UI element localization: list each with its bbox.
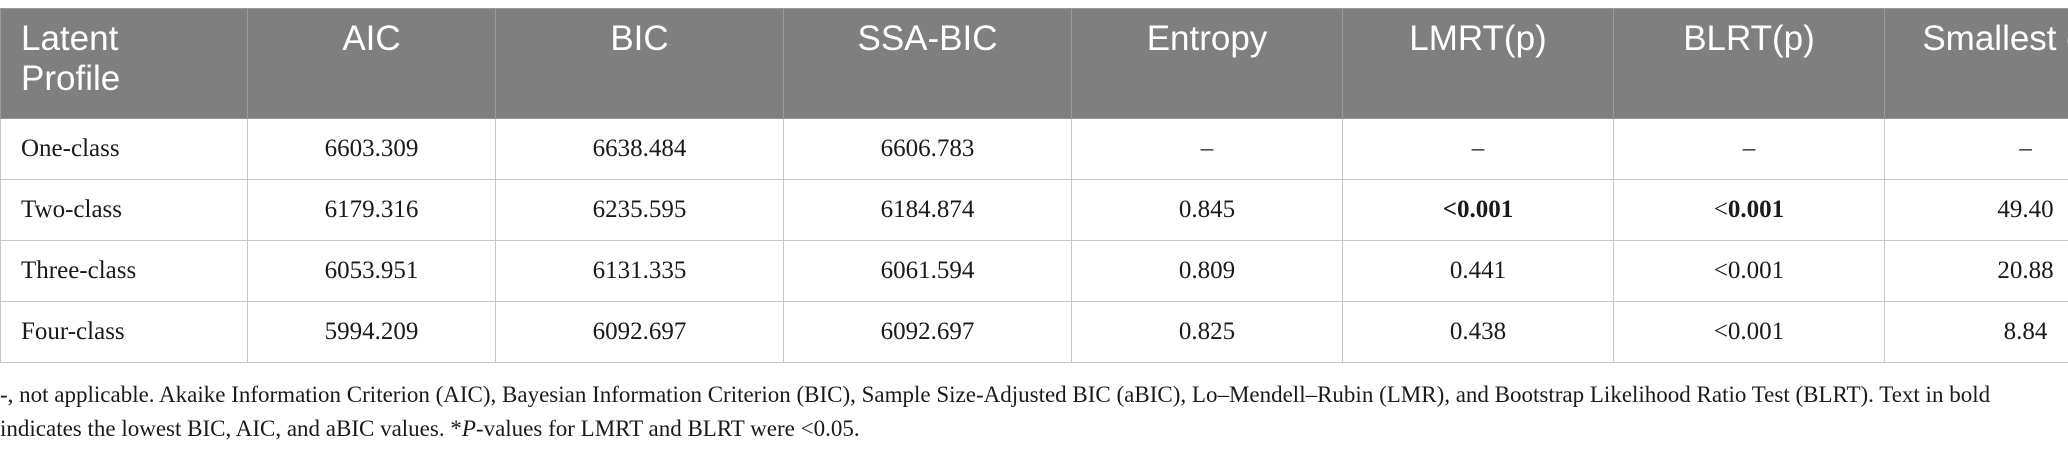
cell-blrt: <0.001	[1613, 179, 1885, 241]
cell-ssa-bic: 6184.874	[783, 179, 1072, 241]
cell-aic: 6603.309	[247, 118, 496, 180]
header-bic: BIC	[495, 8, 784, 119]
cell-blrt: –	[1613, 118, 1885, 180]
header-blrt: BLRT(p)	[1613, 8, 1885, 119]
table-row: One-class 6603.309 6638.484 6606.783 – –…	[0, 118, 2068, 180]
cell-entropy: 0.845	[1071, 179, 1343, 241]
table-body: One-class 6603.309 6638.484 6606.783 – –…	[0, 118, 2068, 363]
row-label: Three-class	[0, 240, 248, 302]
cell-lmrt: 0.441	[1342, 240, 1614, 302]
header-ssa-bic: SSA-BIC	[783, 8, 1072, 119]
cell-lmrt: <0.001	[1342, 179, 1614, 241]
cell-lmrt: –	[1342, 118, 1614, 180]
cell-lmrt: 0.438	[1342, 301, 1614, 363]
cell-smallest-class: 8.84	[1884, 301, 2068, 363]
cell-bic: 6638.484	[495, 118, 784, 180]
cell-ssa-bic: 6606.783	[783, 118, 1072, 180]
row-label: Two-class	[0, 179, 248, 241]
header-smallest-class: Smallest class (%)	[1884, 8, 2068, 119]
footnote-italic-p: P	[461, 416, 476, 441]
header-entropy: Entropy	[1071, 8, 1343, 119]
cell-bic: 6092.697	[495, 301, 784, 363]
header-latent-profile: Latent Profile	[0, 8, 248, 119]
table-row: Four-class 5994.209 6092.697 6092.697 0.…	[0, 301, 2068, 363]
row-label: Four-class	[0, 301, 248, 363]
cell-blrt: <0.001	[1613, 301, 1885, 363]
row-label: One-class	[0, 118, 248, 180]
table-header: Latent Profile AIC BIC SSA-BIC Entropy L…	[0, 8, 2068, 119]
header-row: Latent Profile AIC BIC SSA-BIC Entropy L…	[0, 8, 2068, 119]
cell-bic: 6235.595	[495, 179, 784, 241]
cell-aic: 6053.951	[247, 240, 496, 302]
cell-blrt: <0.001	[1613, 240, 1885, 302]
cell-smallest-class: –	[1884, 118, 2068, 180]
header-aic: AIC	[247, 8, 496, 119]
blrt-value: 0.001	[1727, 196, 1785, 223]
footnote-text: -, not applicable. Akaike Information Cr…	[0, 382, 1991, 441]
cell-smallest-class: 20.88	[1884, 240, 2068, 302]
cell-entropy: 0.825	[1071, 301, 1343, 363]
cell-entropy: 0.809	[1071, 240, 1343, 302]
blrt-prefix: <	[1713, 196, 1728, 223]
cell-ssa-bic: 6061.594	[783, 240, 1072, 302]
cell-bic: 6131.335	[495, 240, 784, 302]
table-footnote: -, not applicable. Akaike Information Cr…	[0, 378, 2040, 446]
footnote-text-end: -values for LMRT and BLRT were <0.05.	[475, 416, 860, 441]
table-row: Two-class 6179.316 6235.595 6184.874 0.8…	[0, 179, 2068, 241]
cell-entropy: –	[1071, 118, 1343, 180]
cell-aic: 6179.316	[247, 179, 496, 241]
header-lmrt: LMRT(p)	[1342, 8, 1614, 119]
model-fit-table: Latent Profile AIC BIC SSA-BIC Entropy L…	[0, 8, 2068, 363]
cell-smallest-class: 49.40	[1884, 179, 2068, 241]
cell-ssa-bic: 6092.697	[783, 301, 1072, 363]
cell-aic: 5994.209	[247, 301, 496, 363]
table-row: Three-class 6053.951 6131.335 6061.594 0…	[0, 240, 2068, 302]
